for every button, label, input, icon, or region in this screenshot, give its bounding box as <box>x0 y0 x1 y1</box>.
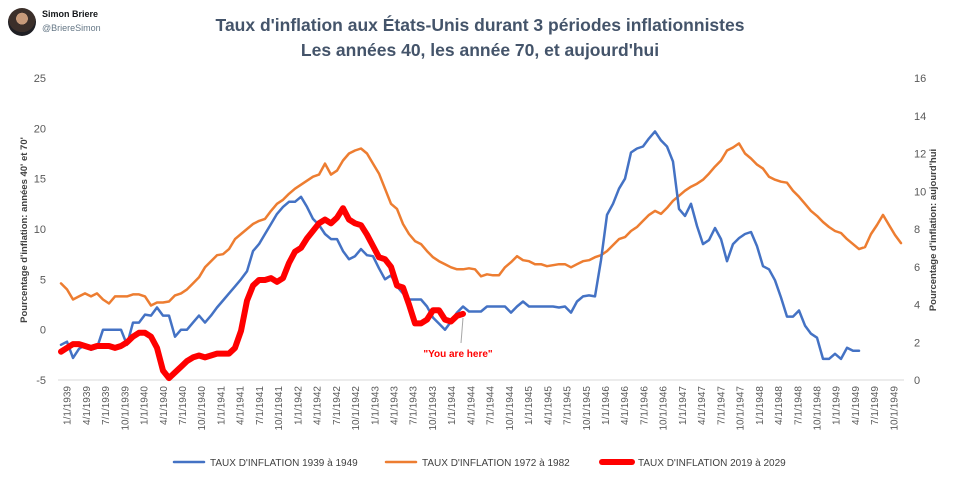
x-tick-label: 1/1/1945 <box>524 386 535 425</box>
series-layer <box>58 130 903 382</box>
author-handle[interactable]: @BriereSimon <box>42 23 101 33</box>
x-tick-label: 4/1/1944 <box>466 386 477 425</box>
x-tick-label: 10/1/1949 <box>889 386 900 431</box>
x-tick-label: 10/1/1947 <box>736 386 747 431</box>
x-tick-label: 10/1/1941 <box>274 386 285 431</box>
left-axis-ticks: -5 0 5 10 15 20 25 <box>34 73 46 387</box>
x-tick-label: 7/1/1947 <box>716 386 727 425</box>
x-tick-label: 10/1/1943 <box>428 386 439 431</box>
right-axis-ticks: 0 2 4 6 8 10 12 14 16 <box>914 73 926 387</box>
x-tick-label: 1/1/1944 <box>447 386 458 425</box>
series-line-2 <box>59 142 903 307</box>
chart-subtitle: Les années 40, les année 70, et aujourd'… <box>301 40 659 60</box>
x-axis-ticks: 1/1/1939 4/1/1939 7/1/1939 10/1/1939 1/1/194… <box>63 386 901 431</box>
right-tick-label: 14 <box>914 111 926 123</box>
x-tick-label: 1/1/1939 <box>63 386 74 425</box>
right-tick-label: 12 <box>914 149 926 161</box>
left-tick-label: 25 <box>34 73 46 85</box>
right-tick-label: 16 <box>914 73 926 85</box>
left-tick-label: 0 <box>40 325 46 337</box>
left-axis-label: Pourcentage d'inflation: années 40' et 7… <box>19 137 30 323</box>
left-tick-label: 20 <box>34 123 46 135</box>
legend-label-1: TAUX D'INFLATION 1939 à 1949 <box>210 458 358 469</box>
left-tick-label: -5 <box>36 375 46 387</box>
x-tick-label: 7/1/1942 <box>332 386 343 425</box>
right-tick-label: 8 <box>914 224 920 236</box>
x-tick-label: 10/1/1939 <box>120 386 131 431</box>
x-tick-label: 7/1/1946 <box>639 386 650 425</box>
series-line-1 <box>59 130 861 361</box>
x-tick-label: 1/1/1942 <box>293 386 304 425</box>
tweet-author: Simon Briere @BriereSimon <box>8 6 148 40</box>
x-tick-label: 4/1/1945 <box>543 386 554 425</box>
right-tick-label: 0 <box>914 375 920 387</box>
x-tick-label: 7/1/1940 <box>178 386 189 425</box>
right-tick-label: 4 <box>914 300 920 312</box>
x-tick-label: 10/1/1948 <box>812 386 823 431</box>
x-tick-label: 10/1/1942 <box>351 386 362 431</box>
right-tick-label: 2 <box>914 337 920 349</box>
left-tick-label: 15 <box>34 174 46 186</box>
left-tick-label: 10 <box>34 224 46 236</box>
x-tick-label: 1/1/1948 <box>755 386 766 425</box>
legend-label-2: TAUX D'INFLATION 1972 à 1982 <box>422 458 570 469</box>
x-tick-label: 1/1/1946 <box>601 386 612 425</box>
x-tick-label: 7/1/1944 <box>486 386 497 425</box>
x-tick-label: 1/1/1940 <box>140 386 151 425</box>
x-tick-label: 10/1/1940 <box>197 386 208 431</box>
left-tick-label: 5 <box>40 274 46 286</box>
x-tick-label: 10/1/1945 <box>582 386 593 431</box>
x-tick-label: 4/1/1948 <box>774 386 785 425</box>
chart-title: Taux d'inflation aux États-Unis durant 3… <box>216 14 745 35</box>
x-tick-label: 4/1/1942 <box>313 386 324 425</box>
right-tick-label: 6 <box>914 262 920 274</box>
annotation-pointer <box>460 317 464 344</box>
x-tick-label: 4/1/1943 <box>389 386 400 425</box>
x-tick-label: 4/1/1947 <box>697 386 708 425</box>
x-tick-label: 1/1/1941 <box>216 386 227 425</box>
x-tick-label: 7/1/1943 <box>409 386 420 425</box>
x-tick-label: 1/1/1947 <box>678 386 689 425</box>
x-tick-label: 7/1/1939 <box>101 386 112 425</box>
x-tick-label: 4/1/1946 <box>620 386 631 425</box>
x-tick-label: 4/1/1949 <box>851 386 862 425</box>
legend-label-3: TAUX D'INFLATION 2019 à 2029 <box>638 458 786 469</box>
right-tick-label: 10 <box>914 186 926 198</box>
x-tick-label: 10/1/1944 <box>505 386 516 431</box>
right-axis-label: Pourcentage d'inflation: aujourd'hui <box>928 149 939 311</box>
author-avatar[interactable] <box>8 8 36 36</box>
x-tick-label: 4/1/1940 <box>159 386 170 425</box>
x-tick-label: 10/1/1946 <box>659 386 670 431</box>
you-are-here-annotation: "You are here" <box>423 349 493 360</box>
x-tick-label: 4/1/1941 <box>236 386 247 425</box>
x-tick-label: 1/1/1949 <box>832 386 843 425</box>
x-tick-label: 4/1/1939 <box>82 386 93 425</box>
x-tick-label: 7/1/1941 <box>255 386 266 425</box>
x-tick-label: 7/1/1948 <box>793 386 804 425</box>
legend: TAUX D'INFLATION 1939 à 1949 TAUX D'INFLA… <box>172 458 786 469</box>
x-tick-label: 1/1/1943 <box>370 386 381 425</box>
x-tick-label: 7/1/1949 <box>870 386 881 425</box>
series-line-3 <box>58 205 466 382</box>
author-name[interactable]: Simon Briere <box>42 9 99 19</box>
x-tick-label: 7/1/1945 <box>563 386 574 425</box>
